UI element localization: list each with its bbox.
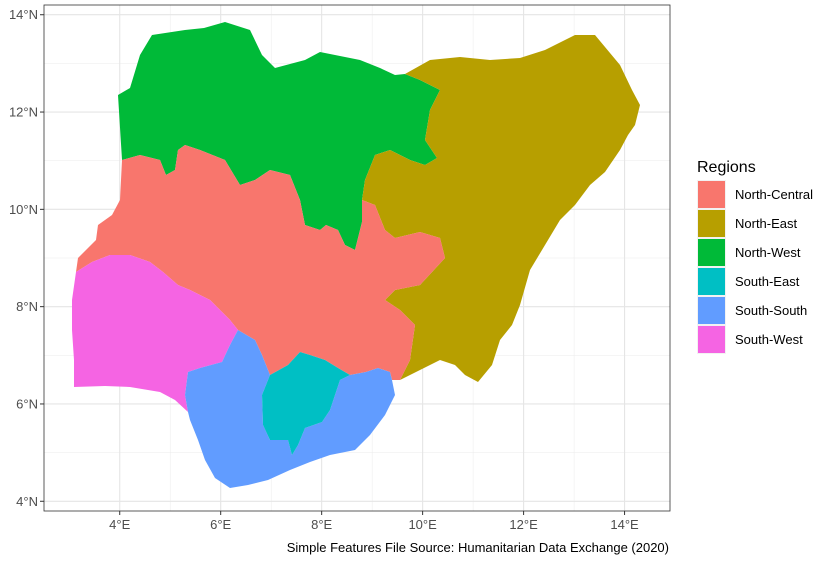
y-axis: 4°N 6°N 8°N 10°N 12°N 14°N bbox=[9, 7, 44, 509]
x-axis: 4°E 6°E 8°E 10°E 12°E 14°E bbox=[109, 511, 639, 532]
legend-label: South-South bbox=[735, 303, 807, 318]
legend-label: North-West bbox=[735, 245, 801, 260]
region-north-west bbox=[118, 22, 440, 250]
legend-swatch bbox=[698, 268, 725, 295]
caption: Simple Features File Source: Humanitaria… bbox=[287, 540, 669, 555]
region-south-west bbox=[72, 255, 238, 412]
legend-label: North-East bbox=[735, 216, 798, 231]
x-tick-label: 10°E bbox=[408, 517, 437, 532]
region-north-central bbox=[76, 145, 445, 380]
legend-label: South-West bbox=[735, 332, 803, 347]
legend-swatch bbox=[698, 297, 725, 324]
region-south-south bbox=[185, 330, 395, 488]
y-tick-label: 12°N bbox=[9, 105, 38, 120]
y-tick-label: 8°N bbox=[16, 299, 38, 314]
legend-title: Regions bbox=[697, 159, 756, 176]
legend-swatch bbox=[698, 239, 725, 266]
legend-label: South-East bbox=[735, 274, 800, 289]
x-tick-label: 4°E bbox=[109, 517, 130, 532]
y-tick-label: 10°N bbox=[9, 202, 38, 217]
legend-swatch bbox=[698, 210, 725, 237]
y-tick-label: 14°N bbox=[9, 7, 38, 22]
region-south-east bbox=[262, 352, 350, 455]
y-tick-label: 6°N bbox=[16, 396, 38, 411]
x-tick-label: 8°E bbox=[311, 517, 332, 532]
x-tick-label: 14°E bbox=[610, 517, 639, 532]
regions-layer bbox=[72, 22, 640, 488]
legend-swatch bbox=[698, 181, 725, 208]
x-tick-label: 6°E bbox=[210, 517, 231, 532]
legend: Regions North-Central North-East North-Wes… bbox=[697, 159, 813, 354]
region-north-east bbox=[362, 35, 640, 382]
x-tick-label: 12°E bbox=[509, 517, 538, 532]
y-tick-label: 4°N bbox=[16, 494, 38, 509]
plot-border bbox=[43, 4, 671, 512]
legend-label: North-Central bbox=[735, 187, 813, 202]
legend-swatch bbox=[698, 326, 725, 353]
